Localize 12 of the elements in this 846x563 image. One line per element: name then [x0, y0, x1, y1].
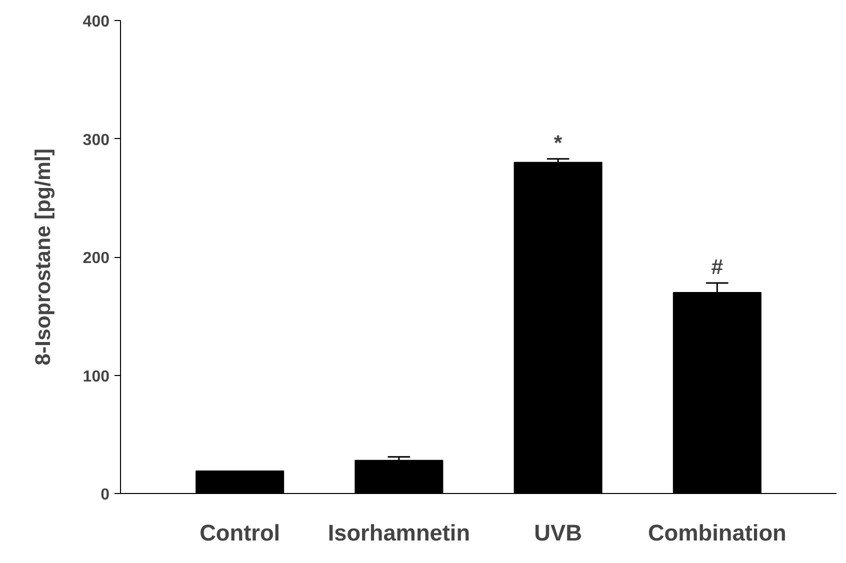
y-tick-label: 0 [100, 486, 110, 504]
y-axis-title: 8-Isoprostane [pg/ml] [30, 148, 55, 366]
x-tick-label: Isorhamnetin [328, 520, 470, 546]
x-tick-label: Combination [648, 520, 786, 546]
x-tick-label: UVB [534, 520, 582, 546]
annotation: # [711, 255, 724, 280]
x-tick-label: Control [200, 520, 280, 546]
annotation: * [554, 130, 563, 155]
y-tick-label: 100 [82, 368, 110, 386]
y-tick-label: 400 [82, 14, 110, 30]
y-tick-label: 300 [82, 132, 110, 149]
y-tick-label: 200 [82, 250, 110, 267]
